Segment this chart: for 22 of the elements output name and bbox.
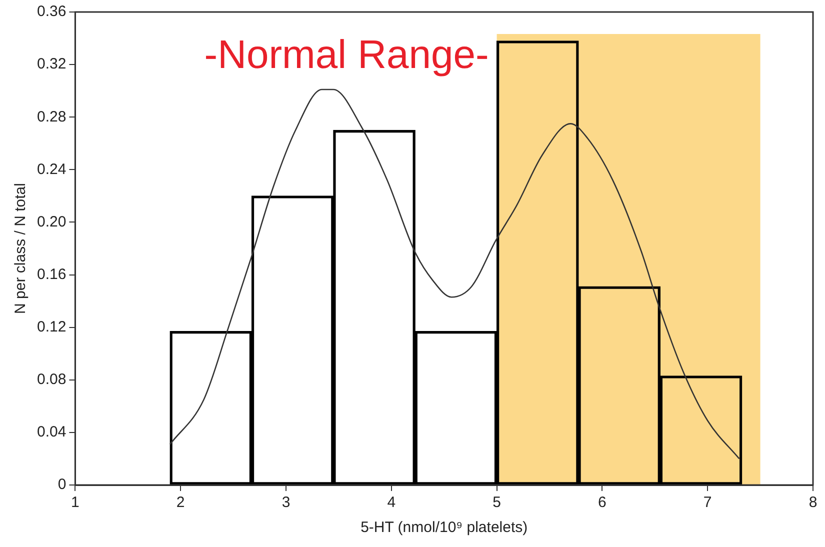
y-tick-label: 0 (58, 476, 66, 494)
y-tick-label: 0.20 (36, 213, 66, 230)
y-tick-label: 0.04 (36, 424, 66, 441)
x-tick-label: 2 (176, 494, 185, 512)
x-tick-label: 3 (282, 494, 290, 512)
y-tick-label: 0.32 (36, 56, 66, 73)
x-tick-label: 6 (598, 494, 606, 512)
band-label: -Normal Range- (204, 33, 489, 78)
x-tick-label: 7 (703, 494, 712, 512)
y-tick-label: 0.28 (36, 108, 66, 126)
x-tick-label: 4 (387, 494, 396, 512)
x-tick-label: 1 (71, 494, 80, 512)
y-tick-label: 0.36 (36, 3, 66, 20)
y-tick-label: 0.12 (36, 318, 66, 336)
y-tick-label: 0.24 (36, 160, 66, 178)
y-axis-title: N per class / N total (12, 183, 30, 314)
x-tick-label: 5 (492, 494, 501, 512)
y-tick-label: 0.16 (36, 266, 66, 283)
line-series (169, 88, 740, 460)
x-axis-title: 5-HT (nmol/10⁹ platelets) (360, 519, 528, 536)
y-tick-label: 0.08 (36, 371, 66, 388)
x-tick-label: 8 (808, 494, 818, 512)
